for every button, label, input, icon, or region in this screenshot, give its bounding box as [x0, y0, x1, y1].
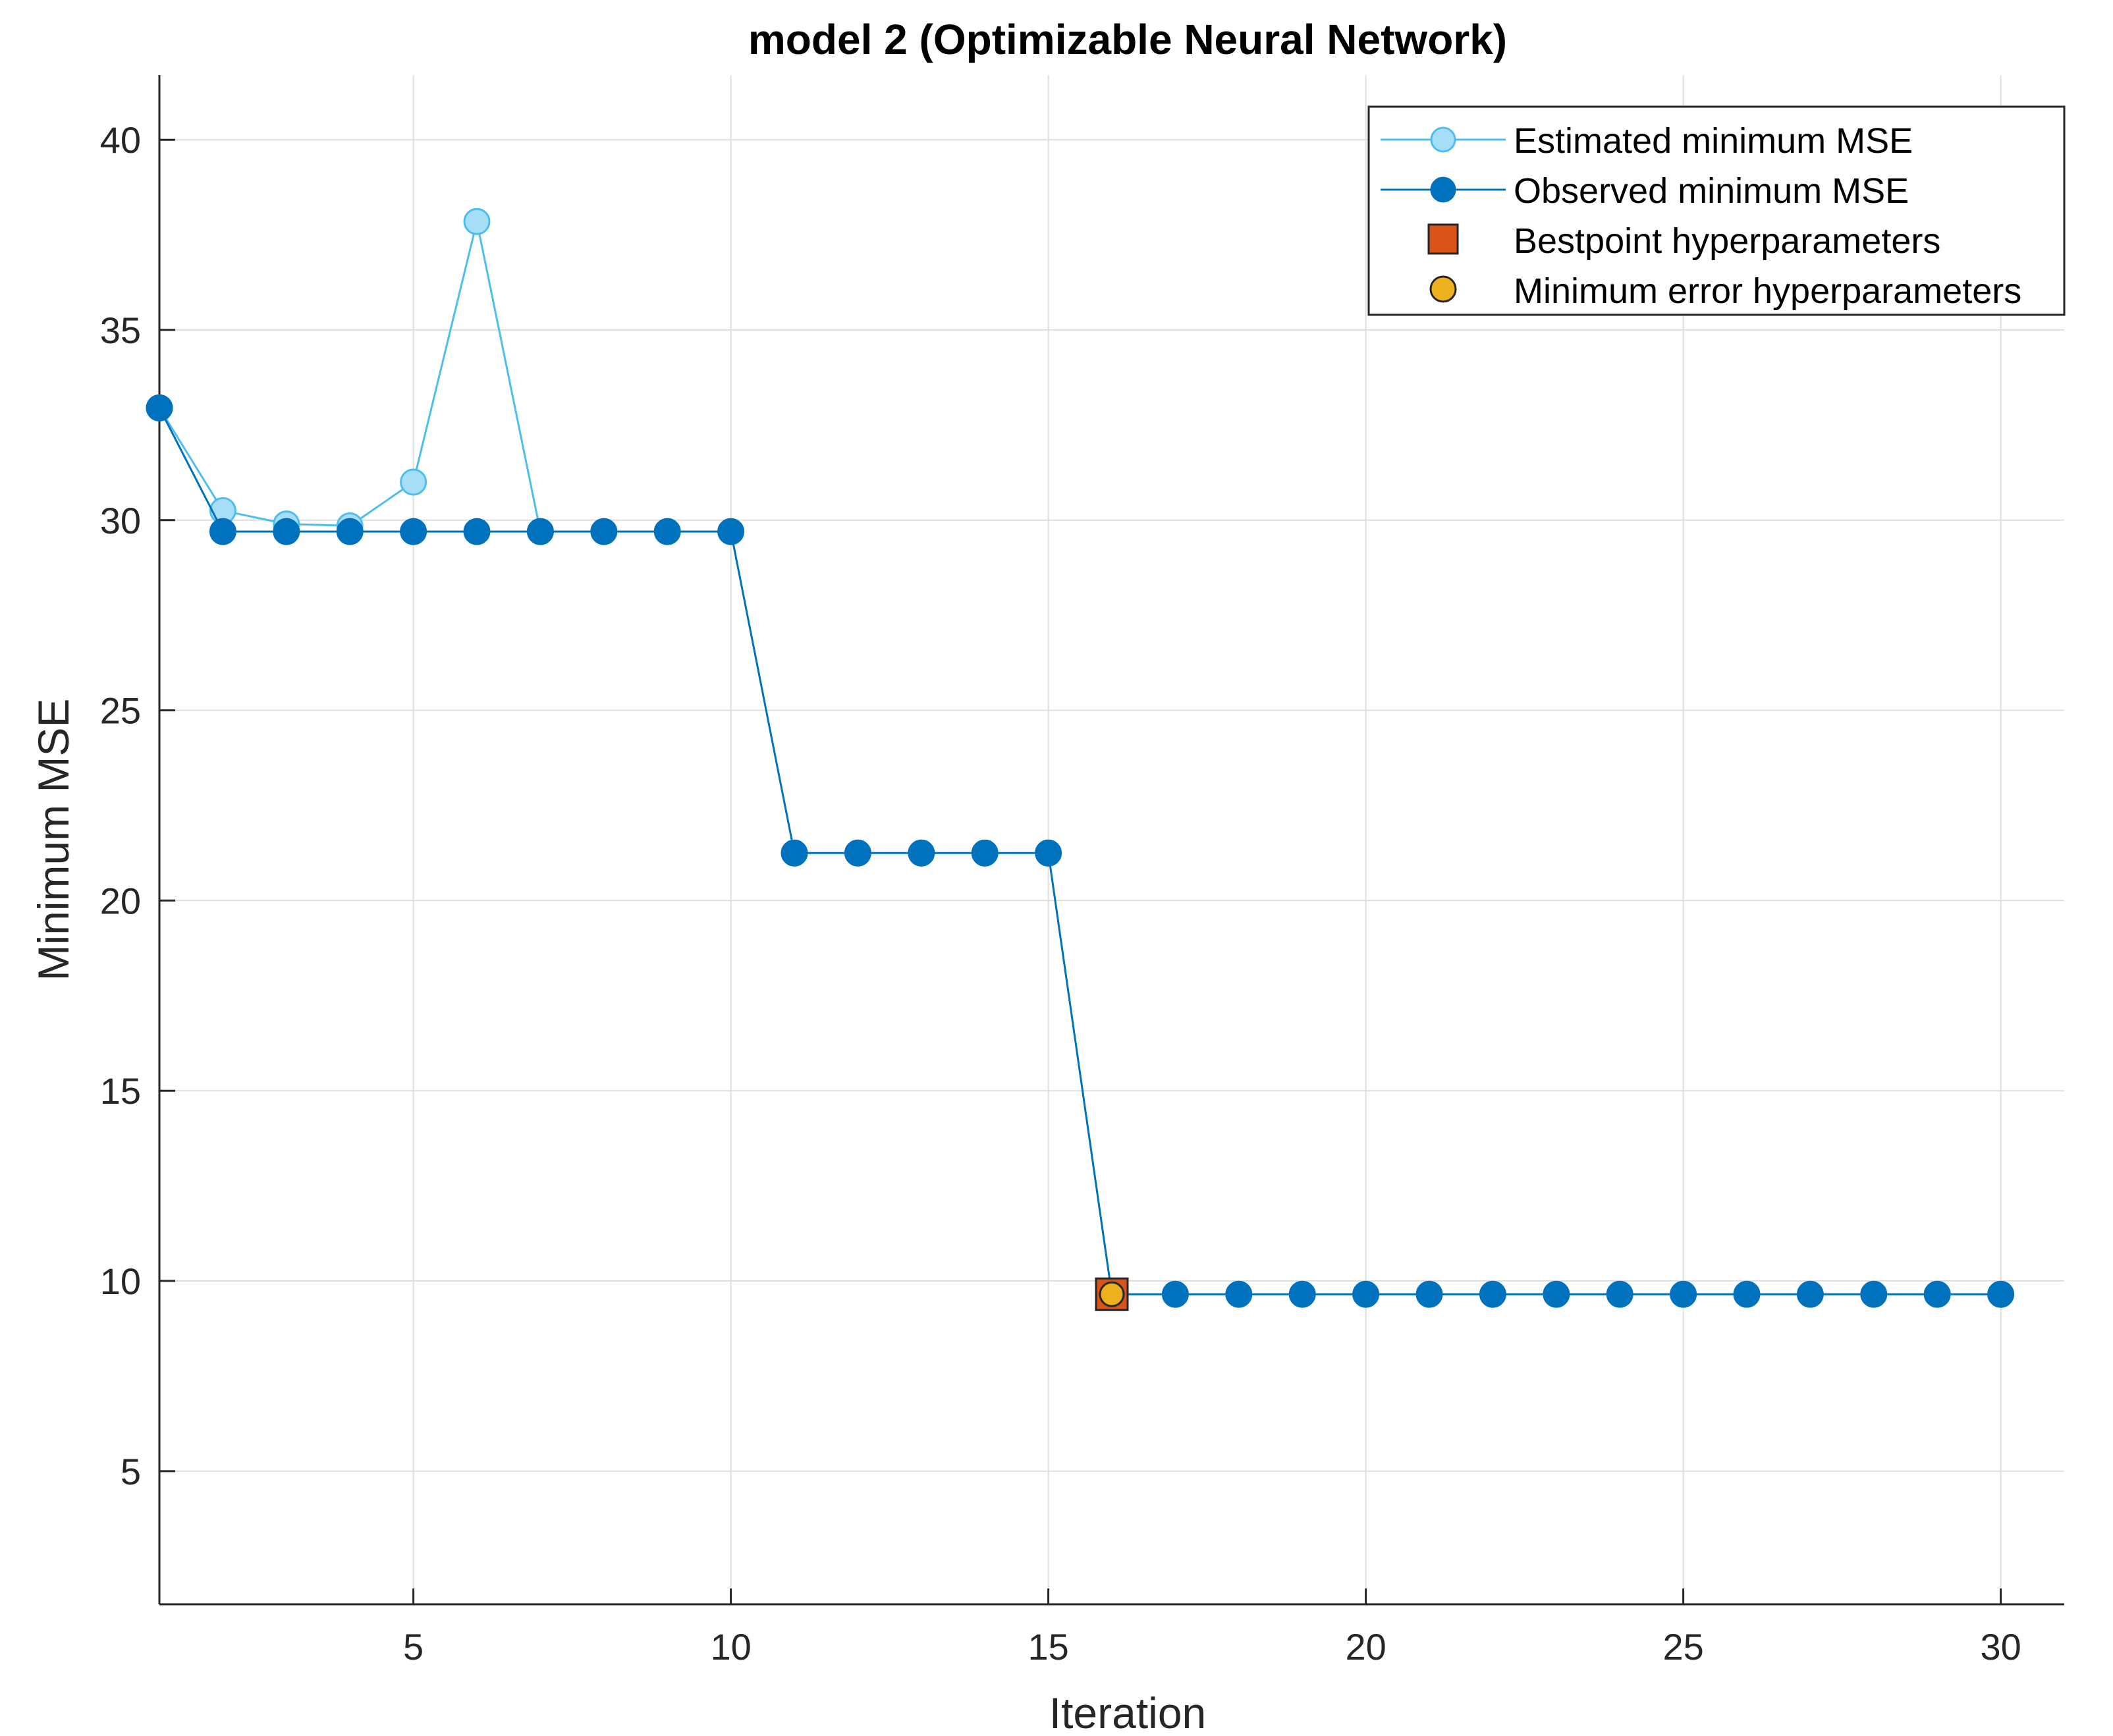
observed-point — [1415, 1280, 1443, 1308]
x-tick-label: 15 — [1028, 1626, 1068, 1668]
tick-labels: 5 10 15 20 25 30 5 10 15 20 25 30 35 40 — [100, 119, 2021, 1668]
legend-marker-bestpoint — [1427, 223, 1459, 255]
x-axis-label: Iteration — [1049, 1689, 1206, 1736]
observed-point — [1479, 1280, 1506, 1308]
y-tick-label: 10 — [100, 1261, 141, 1302]
observed-point — [1352, 1280, 1380, 1308]
observed-point — [781, 839, 808, 867]
estimated-point — [400, 468, 427, 496]
observed-point — [526, 518, 554, 545]
observed-point — [653, 518, 681, 545]
legend-label-bestpoint: Bestpoint hyperparameters — [1514, 221, 1940, 261]
legend-label-observed: Observed minimum MSE — [1514, 171, 1909, 211]
y-tick-label: 25 — [100, 690, 141, 732]
estimated-point — [463, 207, 491, 235]
legend-box — [1367, 105, 2066, 316]
observed-point — [1987, 1280, 2015, 1308]
observed-point — [336, 518, 364, 545]
y-tick-label: 20 — [100, 880, 141, 921]
axes — [158, 75, 2064, 1606]
y-tick-label: 35 — [100, 310, 141, 351]
observed-point — [971, 839, 999, 867]
y-axis-label: Minimum MSE — [29, 698, 78, 981]
observed-point — [1670, 1280, 1697, 1308]
legend-label-estimated: Estimated minimum MSE — [1514, 121, 1913, 161]
minimum-error-marker — [1099, 1281, 1125, 1307]
observed-point — [1161, 1280, 1189, 1308]
observed-point — [717, 518, 745, 545]
y-tick-label: 15 — [100, 1070, 141, 1112]
x-tick-label: 5 — [403, 1626, 424, 1668]
observed-point — [1796, 1280, 1824, 1308]
observed-point — [1035, 839, 1062, 867]
observed-point — [1225, 1280, 1253, 1308]
y-tick-label: 30 — [100, 500, 141, 541]
observed-point — [590, 518, 618, 545]
observed-point — [844, 839, 871, 867]
x-tick-label: 25 — [1662, 1626, 1703, 1668]
chart-title: model 2 (Optimizable Neural Network) — [748, 16, 1507, 63]
observed-point — [400, 518, 427, 545]
y-tick-label: 5 — [121, 1451, 141, 1492]
y-tick-label: 40 — [100, 119, 141, 161]
observed-point — [1606, 1280, 1633, 1308]
legend-label-minimum-error: Minimum error hyperparameters — [1514, 271, 2021, 311]
legend-marker-estimated — [1430, 126, 1456, 153]
observed-point — [1923, 1280, 1951, 1308]
legend: Estimated minimum MSE Observed minimum M… — [1367, 105, 2066, 316]
observed-point — [146, 394, 173, 421]
observed-point — [1733, 1280, 1761, 1308]
observed-point — [209, 518, 236, 545]
observed-point — [463, 518, 491, 545]
observed-point — [273, 518, 300, 545]
observed-point — [1543, 1280, 1570, 1308]
special-markers — [1095, 1277, 1129, 1311]
observed-point — [908, 839, 935, 867]
observed-point — [1860, 1280, 1888, 1308]
legend-marker-observed — [1430, 176, 1456, 203]
legend-marker-minimum-error — [1429, 275, 1457, 303]
observed-point — [1288, 1280, 1316, 1308]
x-tick-label: 10 — [710, 1626, 751, 1668]
x-tick-label: 20 — [1345, 1626, 1386, 1668]
x-tick-label: 30 — [1980, 1626, 2021, 1668]
